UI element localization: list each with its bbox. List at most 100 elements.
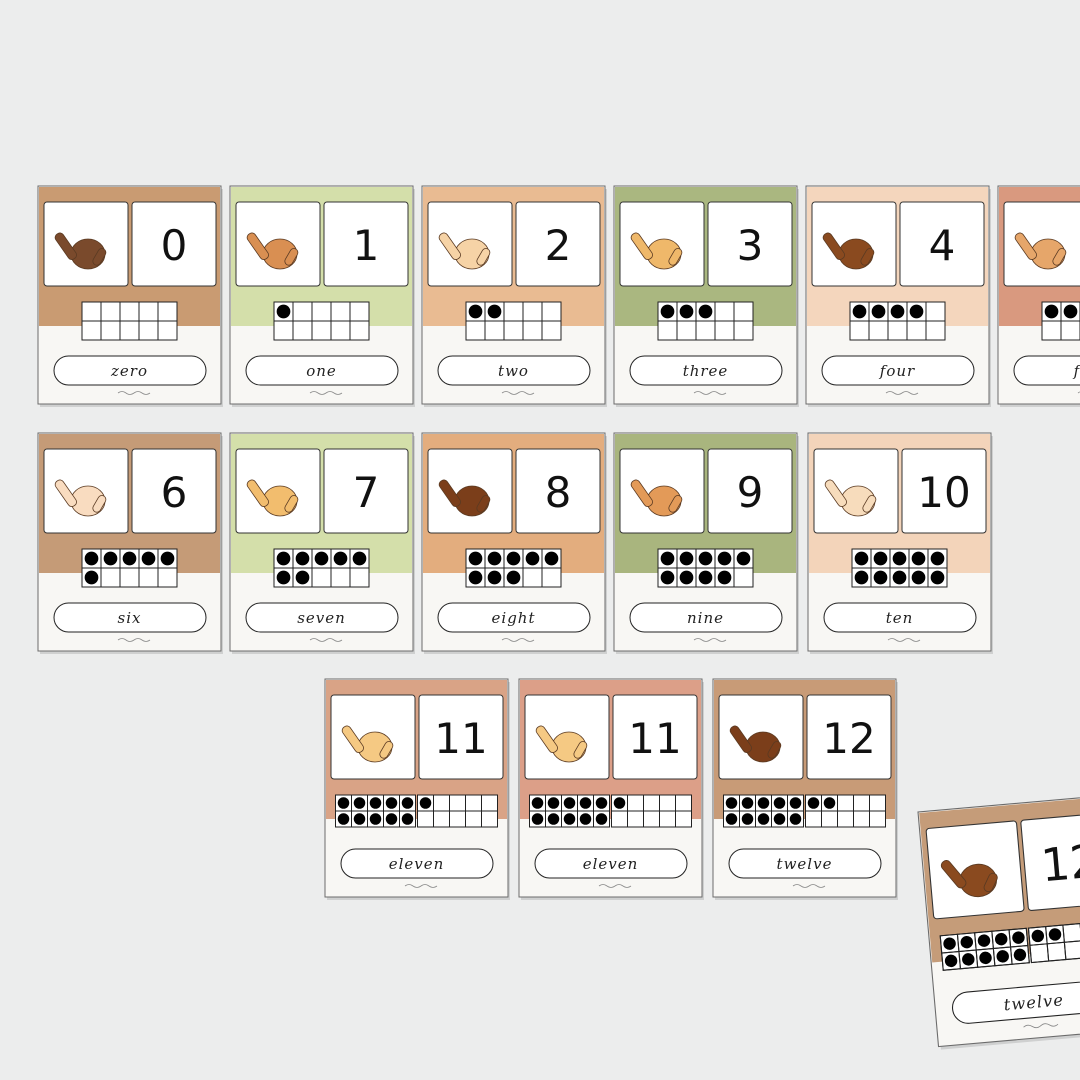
frame-cell <box>1063 940 1080 961</box>
numeral: 6 <box>161 468 188 517</box>
counter-dot <box>295 570 310 585</box>
word-pill <box>823 602 977 633</box>
number-card: 12 twelve <box>712 678 898 900</box>
counter-dot <box>84 570 99 585</box>
word-pill <box>629 355 783 386</box>
word-pill <box>629 602 783 633</box>
counter-dot <box>531 813 544 825</box>
counter-dot <box>595 813 608 825</box>
counter-dot <box>717 570 732 585</box>
thumb <box>379 741 394 759</box>
number-card: 3 three <box>613 185 799 407</box>
frame-cell <box>733 320 754 341</box>
thumb <box>860 248 875 266</box>
frame-cell <box>399 810 416 828</box>
counter-dot <box>773 797 786 809</box>
squiggle <box>1023 1023 1059 1029</box>
numeral-box <box>612 694 698 780</box>
word-pill <box>245 602 399 633</box>
counter-dot <box>892 570 907 585</box>
hand-icon <box>246 479 299 517</box>
word: six <box>118 609 142 627</box>
frame-cell <box>869 810 886 828</box>
counter-dot <box>84 551 99 566</box>
frame-cell <box>349 320 370 341</box>
counter-dot <box>979 951 992 965</box>
counter-dot <box>333 551 348 566</box>
frame-cell <box>541 567 562 588</box>
finger <box>729 725 752 753</box>
thumb <box>862 495 877 513</box>
counter-dot <box>871 304 886 319</box>
counter-dot <box>369 797 382 809</box>
counter-dot <box>854 570 869 585</box>
squiggle <box>792 884 826 888</box>
numeral-box <box>899 201 985 287</box>
counter-dot <box>944 954 958 968</box>
counter-dot <box>547 797 560 809</box>
word-pill <box>437 602 591 633</box>
frame-cell <box>157 567 178 588</box>
counter-dot <box>943 937 956 950</box>
word: five <box>1073 362 1080 380</box>
numeral-box <box>707 201 793 287</box>
squiggle <box>887 638 921 642</box>
counter-dot <box>314 551 329 566</box>
counter-dot <box>911 551 926 566</box>
squiggle <box>309 391 343 395</box>
counter-dot <box>930 570 945 585</box>
counter-dot <box>892 551 907 566</box>
counter-dot <box>487 551 502 566</box>
numeral: 12 <box>1039 834 1080 892</box>
counter-dot <box>369 813 382 825</box>
word-pill <box>340 848 494 879</box>
counter-dot <box>725 813 738 825</box>
counter-dot <box>487 570 502 585</box>
counter-dot <box>873 551 888 566</box>
counter-dot <box>544 551 559 566</box>
word: eleven <box>389 855 445 873</box>
counter-dot <box>1031 929 1045 943</box>
numeral-box <box>1020 812 1080 912</box>
counter-dot <box>337 797 350 809</box>
finger <box>246 479 269 507</box>
numeral-box <box>323 448 409 534</box>
frame-cell <box>541 320 562 341</box>
counter-dot <box>103 551 118 566</box>
finger <box>54 232 77 260</box>
counter-dot <box>401 813 414 825</box>
word: twelve <box>777 855 833 873</box>
word: nine <box>687 609 724 627</box>
numeral: 3 <box>737 221 764 270</box>
counter-dot <box>579 797 592 809</box>
word-pill <box>534 848 688 879</box>
hand-icon <box>940 859 998 898</box>
counter-dot <box>725 797 738 809</box>
finger <box>341 725 364 753</box>
numeral: 0 <box>161 221 188 270</box>
numeral: 12 <box>822 714 875 763</box>
counter-dot <box>930 551 945 566</box>
hand-icon <box>630 479 683 517</box>
counter-dot <box>547 813 560 825</box>
counter-dot <box>736 551 751 566</box>
counter-dot <box>487 304 502 319</box>
hand-icon <box>54 232 107 270</box>
number-card: 10 ten <box>807 432 993 654</box>
counter-dot <box>595 797 608 809</box>
counter-dot <box>385 813 398 825</box>
numeral-box <box>515 201 601 287</box>
squiggle <box>309 638 343 642</box>
hand-icon <box>438 232 491 270</box>
counter-dot <box>579 813 592 825</box>
counter-dot <box>717 551 732 566</box>
numeral: 8 <box>545 468 572 517</box>
number-card: 9 nine <box>613 432 799 654</box>
finger <box>438 232 461 260</box>
word-pill <box>951 979 1080 1024</box>
hand-icon <box>822 232 875 270</box>
counter-dot <box>353 813 366 825</box>
finger <box>246 232 269 260</box>
number-card: 11 eleven <box>324 678 510 900</box>
numeral-box <box>515 448 601 534</box>
